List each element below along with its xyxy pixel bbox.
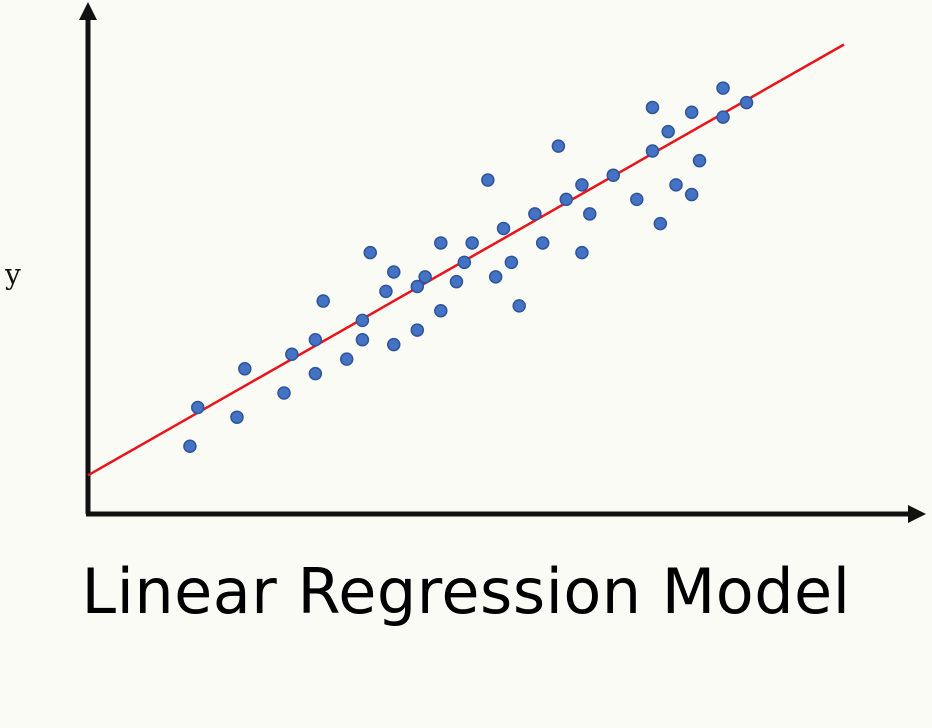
data-point xyxy=(551,139,566,153)
data-point xyxy=(504,255,519,270)
data-points xyxy=(183,81,754,453)
data-point xyxy=(606,168,621,182)
data-point xyxy=(575,245,589,260)
data-point xyxy=(418,270,432,284)
data-point xyxy=(645,144,660,158)
data-point xyxy=(387,337,401,352)
data-point xyxy=(512,299,526,313)
data-point xyxy=(528,207,542,221)
data-point xyxy=(669,178,683,192)
data-point xyxy=(630,192,644,207)
data-point xyxy=(191,400,205,415)
data-point xyxy=(434,303,448,318)
data-point xyxy=(535,236,550,250)
data-point xyxy=(355,313,370,328)
chart-title: Linear Regression Model xyxy=(81,555,851,628)
data-point xyxy=(653,216,668,231)
data-point xyxy=(661,124,675,139)
data-point xyxy=(363,245,377,260)
data-point xyxy=(355,333,370,347)
data-point xyxy=(308,333,323,347)
data-point xyxy=(238,362,252,376)
data-point xyxy=(488,270,503,284)
data-point xyxy=(410,279,425,294)
data-point xyxy=(716,110,730,124)
data-point xyxy=(684,187,699,202)
data-point xyxy=(575,178,589,192)
data-point xyxy=(692,153,707,168)
data-point xyxy=(387,265,401,279)
y-axis-label: y xyxy=(5,258,21,291)
data-point xyxy=(449,274,464,289)
data-point xyxy=(230,410,244,424)
data-point xyxy=(183,439,197,453)
data-point xyxy=(308,366,323,381)
data-point xyxy=(434,236,448,250)
data-point xyxy=(739,95,754,110)
data-point xyxy=(645,100,660,115)
data-point xyxy=(481,173,495,187)
data-point xyxy=(583,207,597,221)
data-point xyxy=(684,105,699,120)
axes xyxy=(79,2,926,523)
data-point xyxy=(277,386,291,400)
data-point xyxy=(339,352,354,366)
data-point xyxy=(457,255,472,270)
data-point xyxy=(316,294,330,308)
data-point xyxy=(559,192,573,207)
data-point xyxy=(410,323,425,337)
data-point xyxy=(285,347,299,362)
data-point xyxy=(465,236,479,250)
data-point xyxy=(496,221,511,236)
data-point xyxy=(379,284,393,299)
data-point xyxy=(716,81,730,95)
y-axis-arrow xyxy=(79,2,97,20)
x-axis-arrow xyxy=(908,505,926,523)
